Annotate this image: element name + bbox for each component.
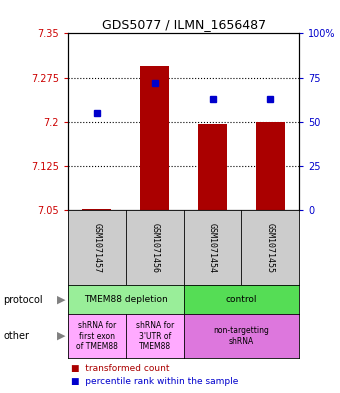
Text: GSM1071454: GSM1071454 (208, 222, 217, 273)
Text: ▶: ▶ (57, 295, 66, 305)
Text: non-targetting
shRNA: non-targetting shRNA (214, 326, 269, 346)
Text: ■  transformed count: ■ transformed count (71, 364, 170, 373)
Text: shRNA for
first exon
of TMEM88: shRNA for first exon of TMEM88 (76, 321, 118, 351)
Text: ■  percentile rank within the sample: ■ percentile rank within the sample (71, 377, 239, 386)
Text: other: other (3, 331, 29, 341)
Text: ▶: ▶ (57, 331, 66, 341)
Title: GDS5077 / ILMN_1656487: GDS5077 / ILMN_1656487 (102, 18, 266, 31)
Bar (256, 122, 285, 210)
Bar (198, 123, 227, 210)
Text: protocol: protocol (3, 295, 43, 305)
Text: GSM1071456: GSM1071456 (150, 222, 159, 273)
Bar (82, 209, 112, 210)
Text: shRNA for
3'UTR of
TMEM88: shRNA for 3'UTR of TMEM88 (136, 321, 174, 351)
Bar (140, 66, 169, 210)
Text: GSM1071455: GSM1071455 (266, 222, 275, 273)
Text: TMEM88 depletion: TMEM88 depletion (84, 295, 168, 304)
Text: GSM1071457: GSM1071457 (92, 222, 101, 273)
Text: control: control (226, 295, 257, 304)
